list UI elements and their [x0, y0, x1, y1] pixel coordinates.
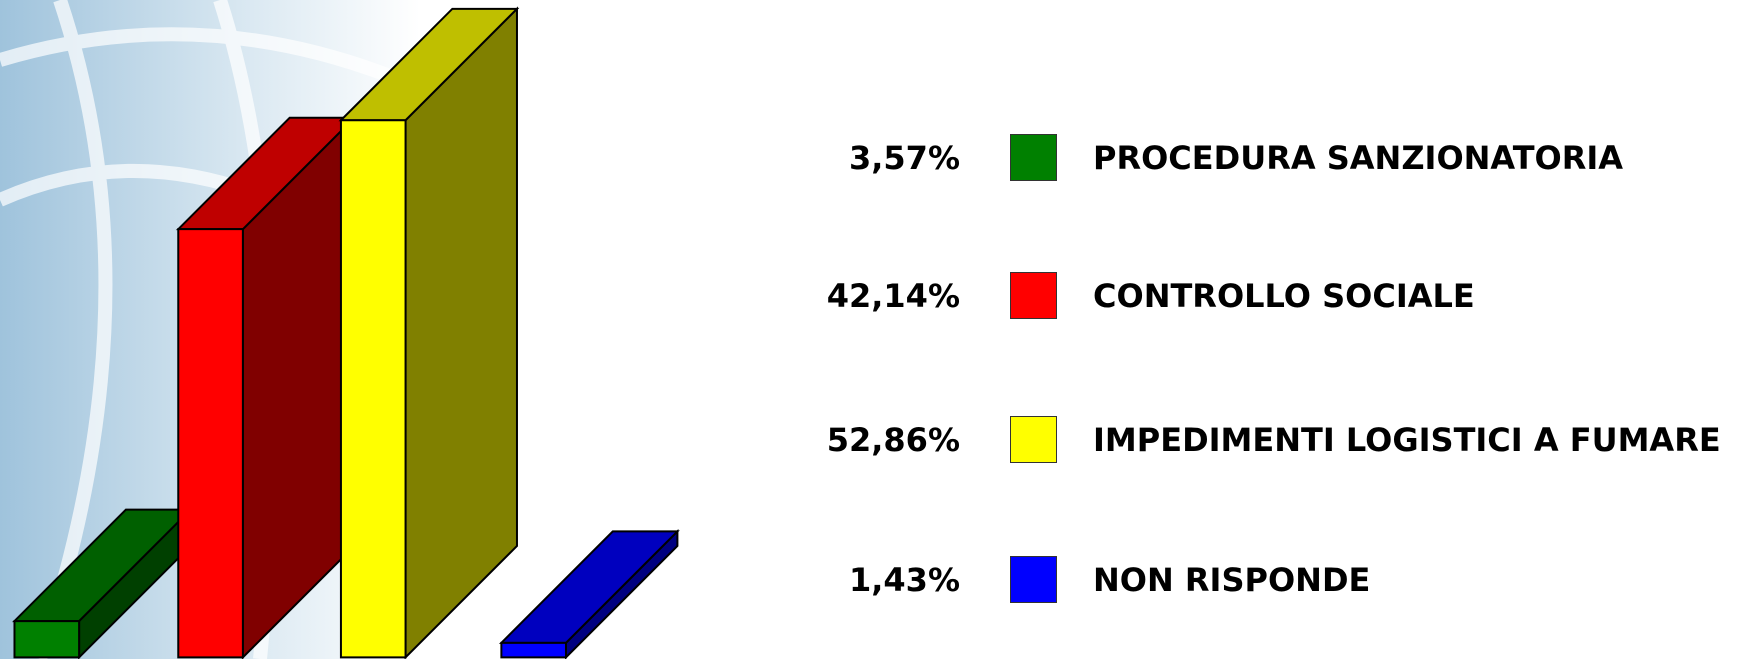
legend-item: 1,43% NON RISPONDE — [0, 560, 1733, 603]
legend-label: CONTROLLO SOCIALE — [1093, 276, 1733, 316]
legend-swatch — [1010, 556, 1057, 603]
legend-item: 3,57% PROCEDURA SANZIONATORIA — [0, 138, 1733, 181]
value-label: 52,86% — [0, 420, 960, 460]
value-label: 42,14% — [0, 276, 960, 316]
legend-label: PROCEDURA SANZIONATORIA — [1093, 138, 1733, 178]
legend-label: IMPEDIMENTI LOGISTICI A FUMARE — [1093, 420, 1733, 460]
legend-swatch — [1010, 416, 1057, 463]
legend-item: 42,14% CONTROLLO SOCIALE — [0, 276, 1733, 319]
bar-front — [14, 621, 79, 657]
value-label: 3,57% — [0, 138, 960, 178]
value-label: 1,43% — [0, 560, 960, 600]
bar-front — [501, 643, 566, 658]
legend-item: 52,86% IMPEDIMENTI LOGISTICI A FUMARE — [0, 420, 1733, 463]
legend-swatch — [1010, 272, 1057, 319]
page: 3,57% PROCEDURA SANZIONATORIA 42,14% CONTRO… — [0, 0, 1747, 659]
legend-swatch — [1010, 134, 1057, 181]
legend-label: NON RISPONDE — [1093, 560, 1733, 600]
